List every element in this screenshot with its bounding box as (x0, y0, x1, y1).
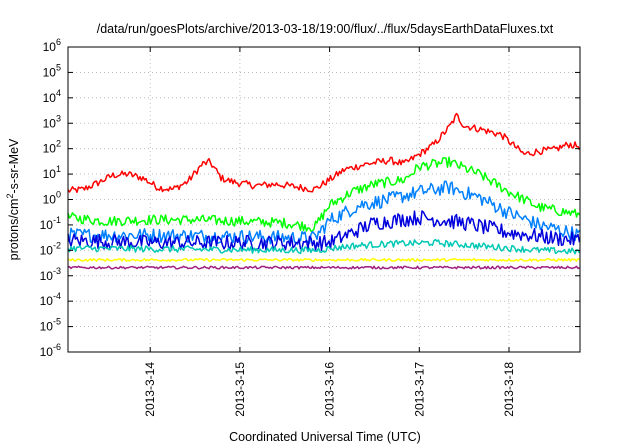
y-axis-ticks: 10610510410310210110010-110-210-310-410-… (40, 37, 580, 359)
x-tick-label: 2013-3-14 (143, 362, 157, 417)
y-tick-label: 103 (43, 113, 61, 130)
y-tick-base: 10 (43, 40, 57, 54)
y-tick-label: 100 (43, 190, 61, 207)
y-tick-label: 10-4 (40, 291, 61, 308)
y-tick-exponent: 3 (56, 113, 61, 123)
y-tick-exponent: -4 (53, 291, 61, 301)
series-line-6 (67, 257, 580, 262)
y-tick-label: 10-5 (40, 317, 61, 334)
y-tick-exponent: -5 (53, 317, 61, 327)
y-tick-exponent: -2 (53, 240, 61, 250)
y-tick-exponent: 5 (56, 62, 61, 72)
y-tick-base: 10 (43, 91, 57, 105)
y-tick-exponent: 4 (56, 88, 61, 98)
y-tick-label: 105 (43, 62, 61, 79)
y-tick-label: 10-6 (40, 342, 61, 359)
y-tick-base: 10 (40, 269, 54, 283)
x-tick-label: 2013-3-16 (323, 362, 337, 417)
series-line-5 (67, 238, 581, 255)
y-tick-exponent: 0 (56, 190, 61, 200)
series-line-2 (67, 156, 581, 232)
y-tick-exponent: 6 (56, 37, 61, 47)
y-axis-label-main: protons/cm (7, 199, 21, 261)
y-tick-base: 10 (40, 320, 54, 334)
series-line-7 (67, 265, 580, 270)
y-tick-label: 106 (43, 37, 61, 54)
y-tick-exponent: -6 (53, 342, 61, 352)
y-tick-base: 10 (43, 116, 57, 130)
y-tick-base: 10 (40, 345, 54, 359)
x-axis-ticks: 2013-3-14 2013-3-15 2013-3-16 2013-3-17 2013… (143, 47, 516, 417)
x-tick-label: 2013-3-17 (412, 362, 426, 417)
y-tick-exponent: 2 (56, 139, 61, 149)
y-tick-exponent: 1 (56, 164, 61, 174)
y-tick-base: 10 (40, 243, 54, 257)
y-tick-label: 102 (43, 139, 61, 156)
y-tick-base: 10 (43, 65, 57, 79)
y-tick-base: 10 (40, 218, 54, 232)
y-tick-label: 101 (43, 164, 61, 181)
series-line-4 (67, 210, 581, 252)
y-tick-label: 10-1 (40, 215, 61, 232)
y-axis-label-superscript: 2 (5, 194, 15, 199)
grid-lines (68, 47, 580, 352)
y-axis-label: protons/cm2-s-sr-MeV (5, 138, 21, 260)
y-tick-base: 10 (43, 167, 57, 181)
plot-series (67, 112, 581, 270)
y-tick-base: 10 (40, 294, 54, 308)
y-tick-base: 10 (43, 142, 57, 156)
y-tick-label: 10-3 (40, 266, 61, 283)
y-tick-label: 104 (43, 88, 61, 105)
x-tick-label: 2013-3-15 (233, 362, 247, 417)
series-line-3 (67, 180, 581, 246)
series-line-1 (67, 112, 581, 194)
y-tick-exponent: -3 (53, 266, 61, 276)
y-tick-exponent: -1 (53, 215, 61, 225)
y-tick-label: 10-2 (40, 240, 61, 257)
x-axis-label: Coordinated Universal Time (UTC) (229, 430, 421, 444)
x-tick-label: 2013-3-18 (502, 362, 516, 417)
y-tick-base: 10 (43, 193, 57, 207)
y-axis-label-suffix: -s-sr-MeV (7, 138, 21, 194)
chart-title: /data/run/goesPlots/archive/2013-03-18/1… (97, 22, 554, 36)
